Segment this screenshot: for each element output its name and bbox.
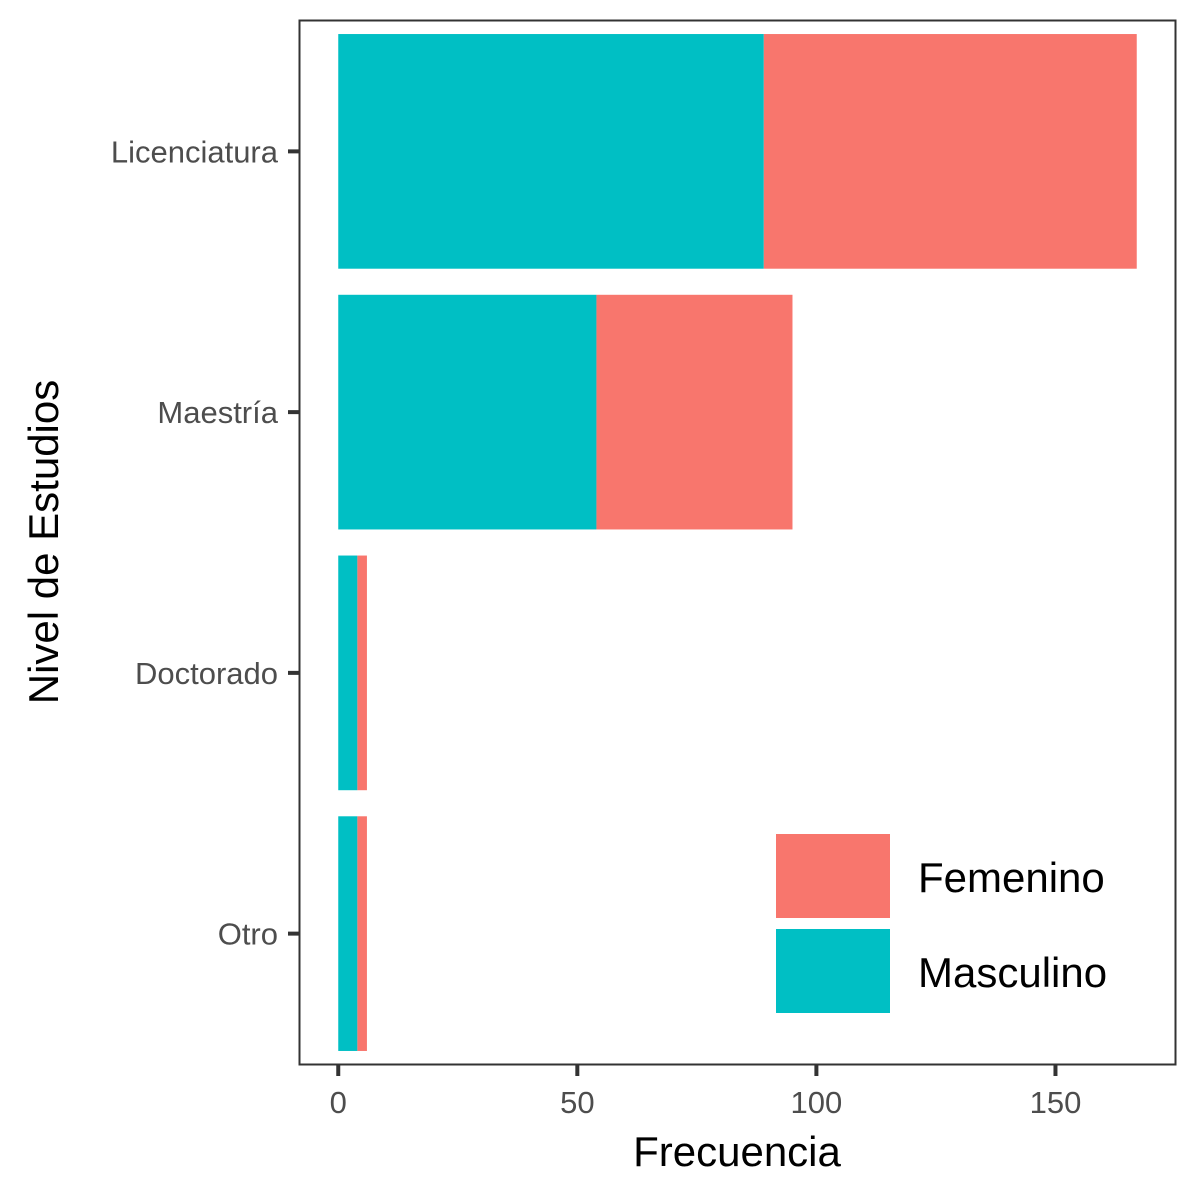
x-tick-label: 150 <box>1030 1085 1082 1120</box>
x-axis-title: Frecuencia <box>633 1128 841 1175</box>
y-axis: Licenciatura Maestría Doctorado Otro <box>111 134 300 952</box>
legend-key-masculino <box>776 929 890 1013</box>
bar-doctorado-masculino <box>338 555 358 791</box>
legend-key-femenino <box>776 834 890 918</box>
x-axis: 0 50 100 150 <box>330 1064 1082 1120</box>
bar-maestria-masculino <box>338 294 597 530</box>
y-tick-label: Otro <box>218 917 278 952</box>
y-tick-label: Licenciatura <box>111 134 279 169</box>
legend-label-femenino: Femenino <box>918 854 1105 901</box>
bar-otro-masculino <box>338 816 358 1051</box>
bar-doctorado-femenino <box>357 555 367 791</box>
y-tick-label: Doctorado <box>135 656 278 691</box>
x-tick-label: 100 <box>791 1085 843 1120</box>
legend: Femenino Masculino <box>776 834 1107 1013</box>
bar-licenciatura-masculino <box>338 34 764 269</box>
x-tick-label: 50 <box>560 1085 594 1120</box>
legend-label-masculino: Masculino <box>918 949 1107 996</box>
y-tick-label: Maestría <box>157 395 278 430</box>
bar-licenciatura-femenino <box>763 34 1137 269</box>
bar-maestria-femenino <box>596 294 793 530</box>
bars-group <box>338 34 1137 1051</box>
y-axis-title: Nivel de Estudios <box>20 380 67 705</box>
bar-otro-femenino <box>357 816 367 1051</box>
x-tick-label: 0 <box>330 1085 347 1120</box>
